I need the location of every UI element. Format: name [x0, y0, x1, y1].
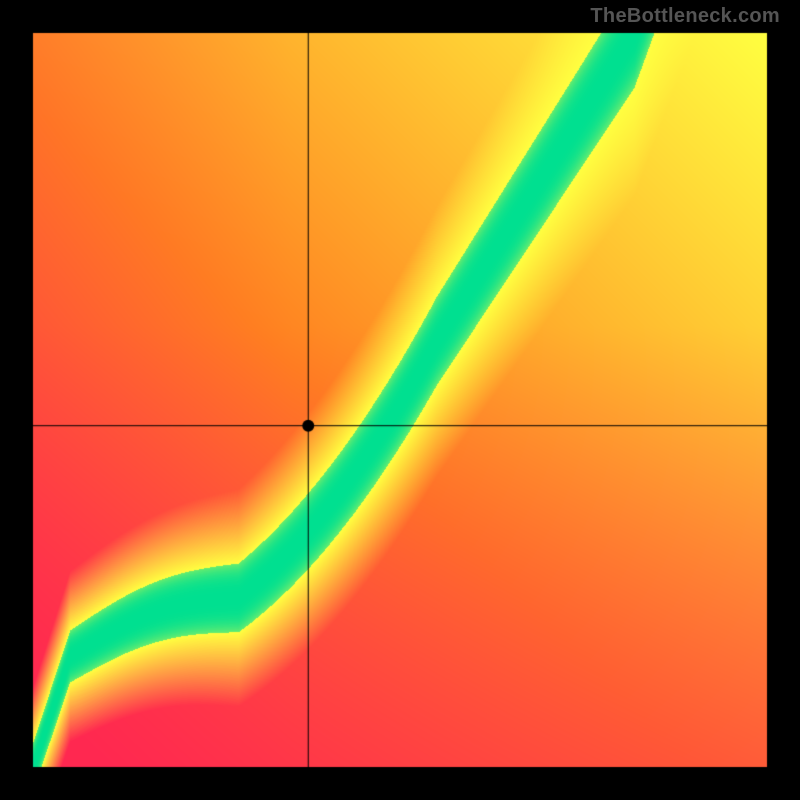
chart-container: TheBottleneck.com	[0, 0, 800, 800]
watermark-text: TheBottleneck.com	[590, 5, 780, 28]
heatmap-canvas	[0, 0, 800, 800]
